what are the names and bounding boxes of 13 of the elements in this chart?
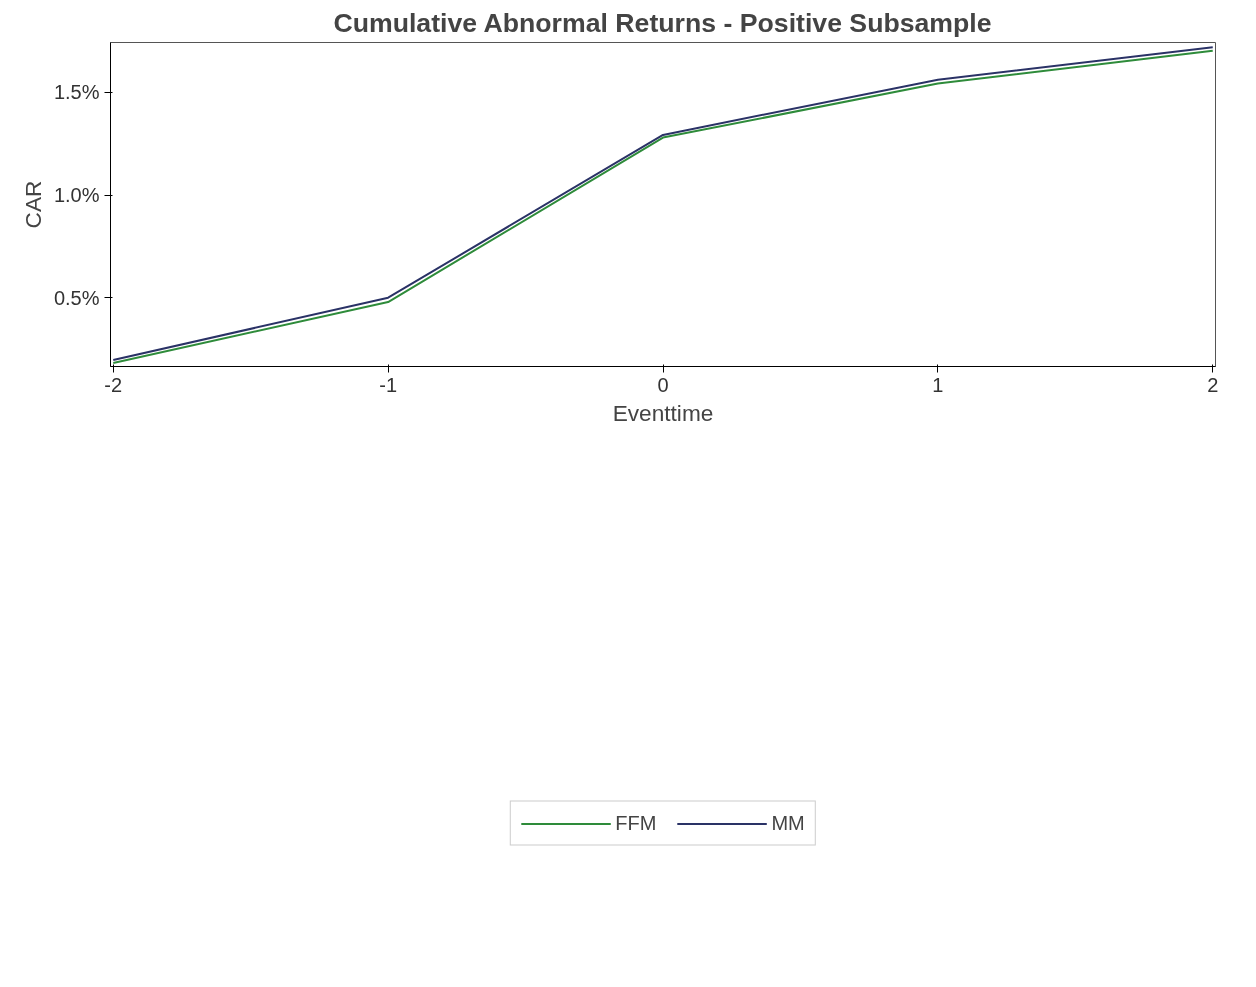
- x-tick-label: 2: [1207, 373, 1219, 396]
- x-tick-label: -1: [379, 373, 398, 396]
- x-tick-label: 0: [657, 373, 669, 396]
- x-tick-label: 1: [932, 373, 944, 396]
- y-tick-label: 1.5%: [53, 81, 100, 104]
- legend-label: MM: [771, 811, 805, 835]
- y-axis-title: CAR: [19, 180, 46, 229]
- legend-label: FFM: [615, 811, 657, 835]
- y-tick-label: 0.5%: [53, 286, 100, 309]
- chart-title: Cumulative Abnormal Returns - Positive Subsample: [333, 7, 992, 38]
- x-tick-label: -2: [104, 373, 123, 396]
- x-axis-title: Eventtime: [612, 399, 714, 426]
- y-tick-label: 1.0%: [53, 184, 100, 207]
